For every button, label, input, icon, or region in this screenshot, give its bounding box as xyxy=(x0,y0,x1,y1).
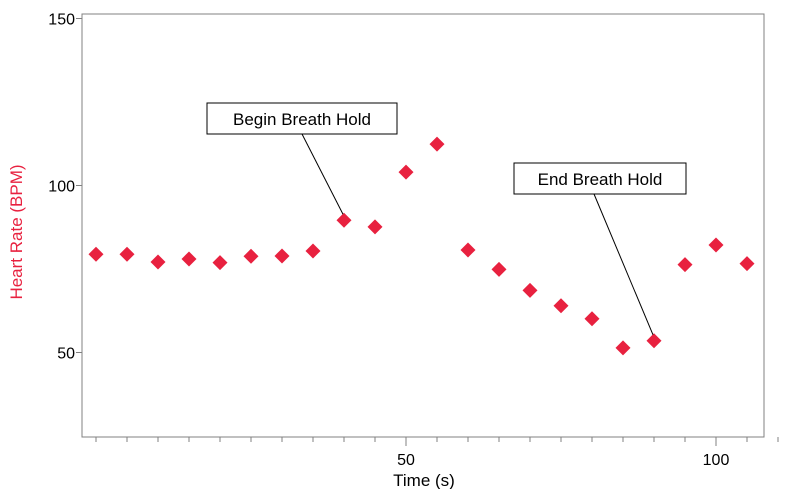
data-point-2 xyxy=(150,254,166,270)
data-point-14 xyxy=(522,282,538,298)
data-point-7 xyxy=(305,243,321,259)
data-point-11 xyxy=(429,136,445,152)
y-tick-label-150: 150 xyxy=(48,12,75,29)
plot-frame xyxy=(81,13,765,438)
data-point-4 xyxy=(212,255,228,271)
y-axis-tick-labels: 50 100 150 xyxy=(48,12,75,363)
annotation-leader-0 xyxy=(301,133,344,215)
y-tick-label-50: 50 xyxy=(57,346,75,363)
annotation-box-0 xyxy=(206,102,398,135)
y-axis-ticks xyxy=(76,18,82,353)
data-point-17 xyxy=(615,340,631,356)
x-tick-label-100: 100 xyxy=(703,452,730,469)
y-tick-label-100: 100 xyxy=(48,179,75,196)
annotations: Begin Breath Hold End Breath Hold xyxy=(206,102,687,336)
x-axis-ticks xyxy=(95,437,779,446)
data-point-13 xyxy=(491,261,507,277)
data-point-21 xyxy=(739,256,755,272)
y-axis-title: Heart Rate (BPM) xyxy=(7,164,26,299)
data-point-10 xyxy=(398,164,414,180)
annotation-label-0: Begin Breath Hold xyxy=(233,110,371,129)
data-points xyxy=(88,136,755,356)
annotation-leader-1 xyxy=(593,193,654,336)
data-point-1 xyxy=(119,246,135,262)
data-point-9 xyxy=(367,219,383,235)
data-point-19 xyxy=(677,257,693,273)
annotation-label-1: End Breath Hold xyxy=(538,170,663,189)
data-point-15 xyxy=(553,298,569,314)
data-point-8 xyxy=(336,212,352,228)
annotation-box-1 xyxy=(513,162,687,195)
x-tick-label-50: 50 xyxy=(397,452,415,469)
data-point-20 xyxy=(708,237,724,253)
data-point-16 xyxy=(584,311,600,327)
data-point-6 xyxy=(274,248,290,264)
data-point-18 xyxy=(646,333,662,349)
x-axis-tick-labels: 50 100 xyxy=(397,452,729,469)
data-point-5 xyxy=(243,248,259,264)
data-point-3 xyxy=(181,251,197,267)
x-axis-title: Time (s) xyxy=(393,471,455,489)
data-point-12 xyxy=(460,242,476,258)
data-point-0 xyxy=(88,246,104,262)
